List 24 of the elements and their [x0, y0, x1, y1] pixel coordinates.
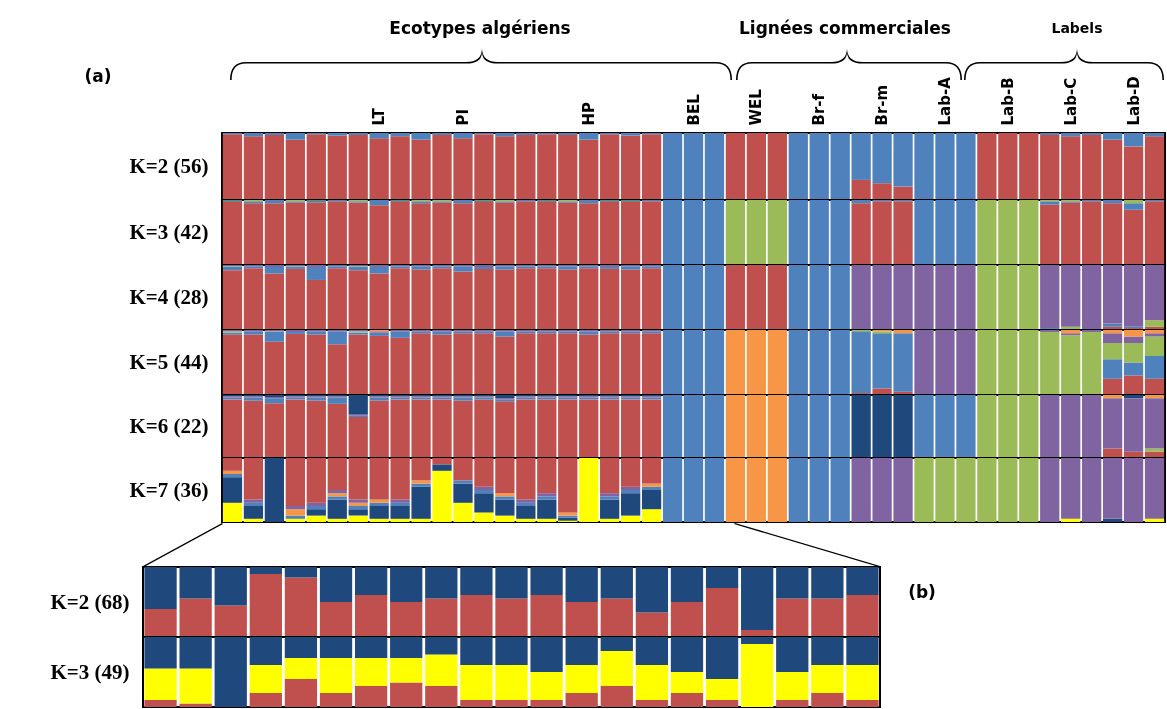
y-axis-title: K=5 (44): [129, 350, 209, 374]
y-axis-title: K=7 (36): [129, 477, 209, 502]
text: Labels: [1051, 20, 1103, 36]
x-tick-label: Lab-B: [998, 77, 1017, 126]
text: Lignées commerciales: [739, 18, 951, 38]
x-tick-label: Br-m: [873, 84, 892, 126]
text: (b): [908, 582, 936, 602]
x-tick-label: PI: [453, 108, 472, 126]
x-tick-label: HP: [579, 101, 598, 126]
y-axis-title: K=6 (22): [129, 414, 209, 438]
x-tick-label: BEL: [684, 93, 703, 126]
x-tick-label: Lab-A: [935, 76, 954, 126]
text: Ecotypes algériens: [389, 18, 571, 38]
x-tick-label: Lab-D: [1124, 76, 1143, 126]
y-axis-title: K=2 (56): [129, 154, 209, 178]
x-tick-label: Lab-C: [1061, 77, 1080, 126]
y-axis-title: K=3 (49): [50, 659, 130, 684]
x-tick-label: Br-f: [810, 93, 829, 126]
y-axis-title: K=3 (42): [129, 220, 209, 244]
y-axis-title: K=4 (28): [129, 285, 209, 309]
text: (a): [84, 66, 112, 86]
x-tick-label: LT: [370, 107, 389, 126]
y-axis-title: K=2 (68): [50, 589, 130, 614]
x-tick-label: WEL: [747, 88, 766, 126]
